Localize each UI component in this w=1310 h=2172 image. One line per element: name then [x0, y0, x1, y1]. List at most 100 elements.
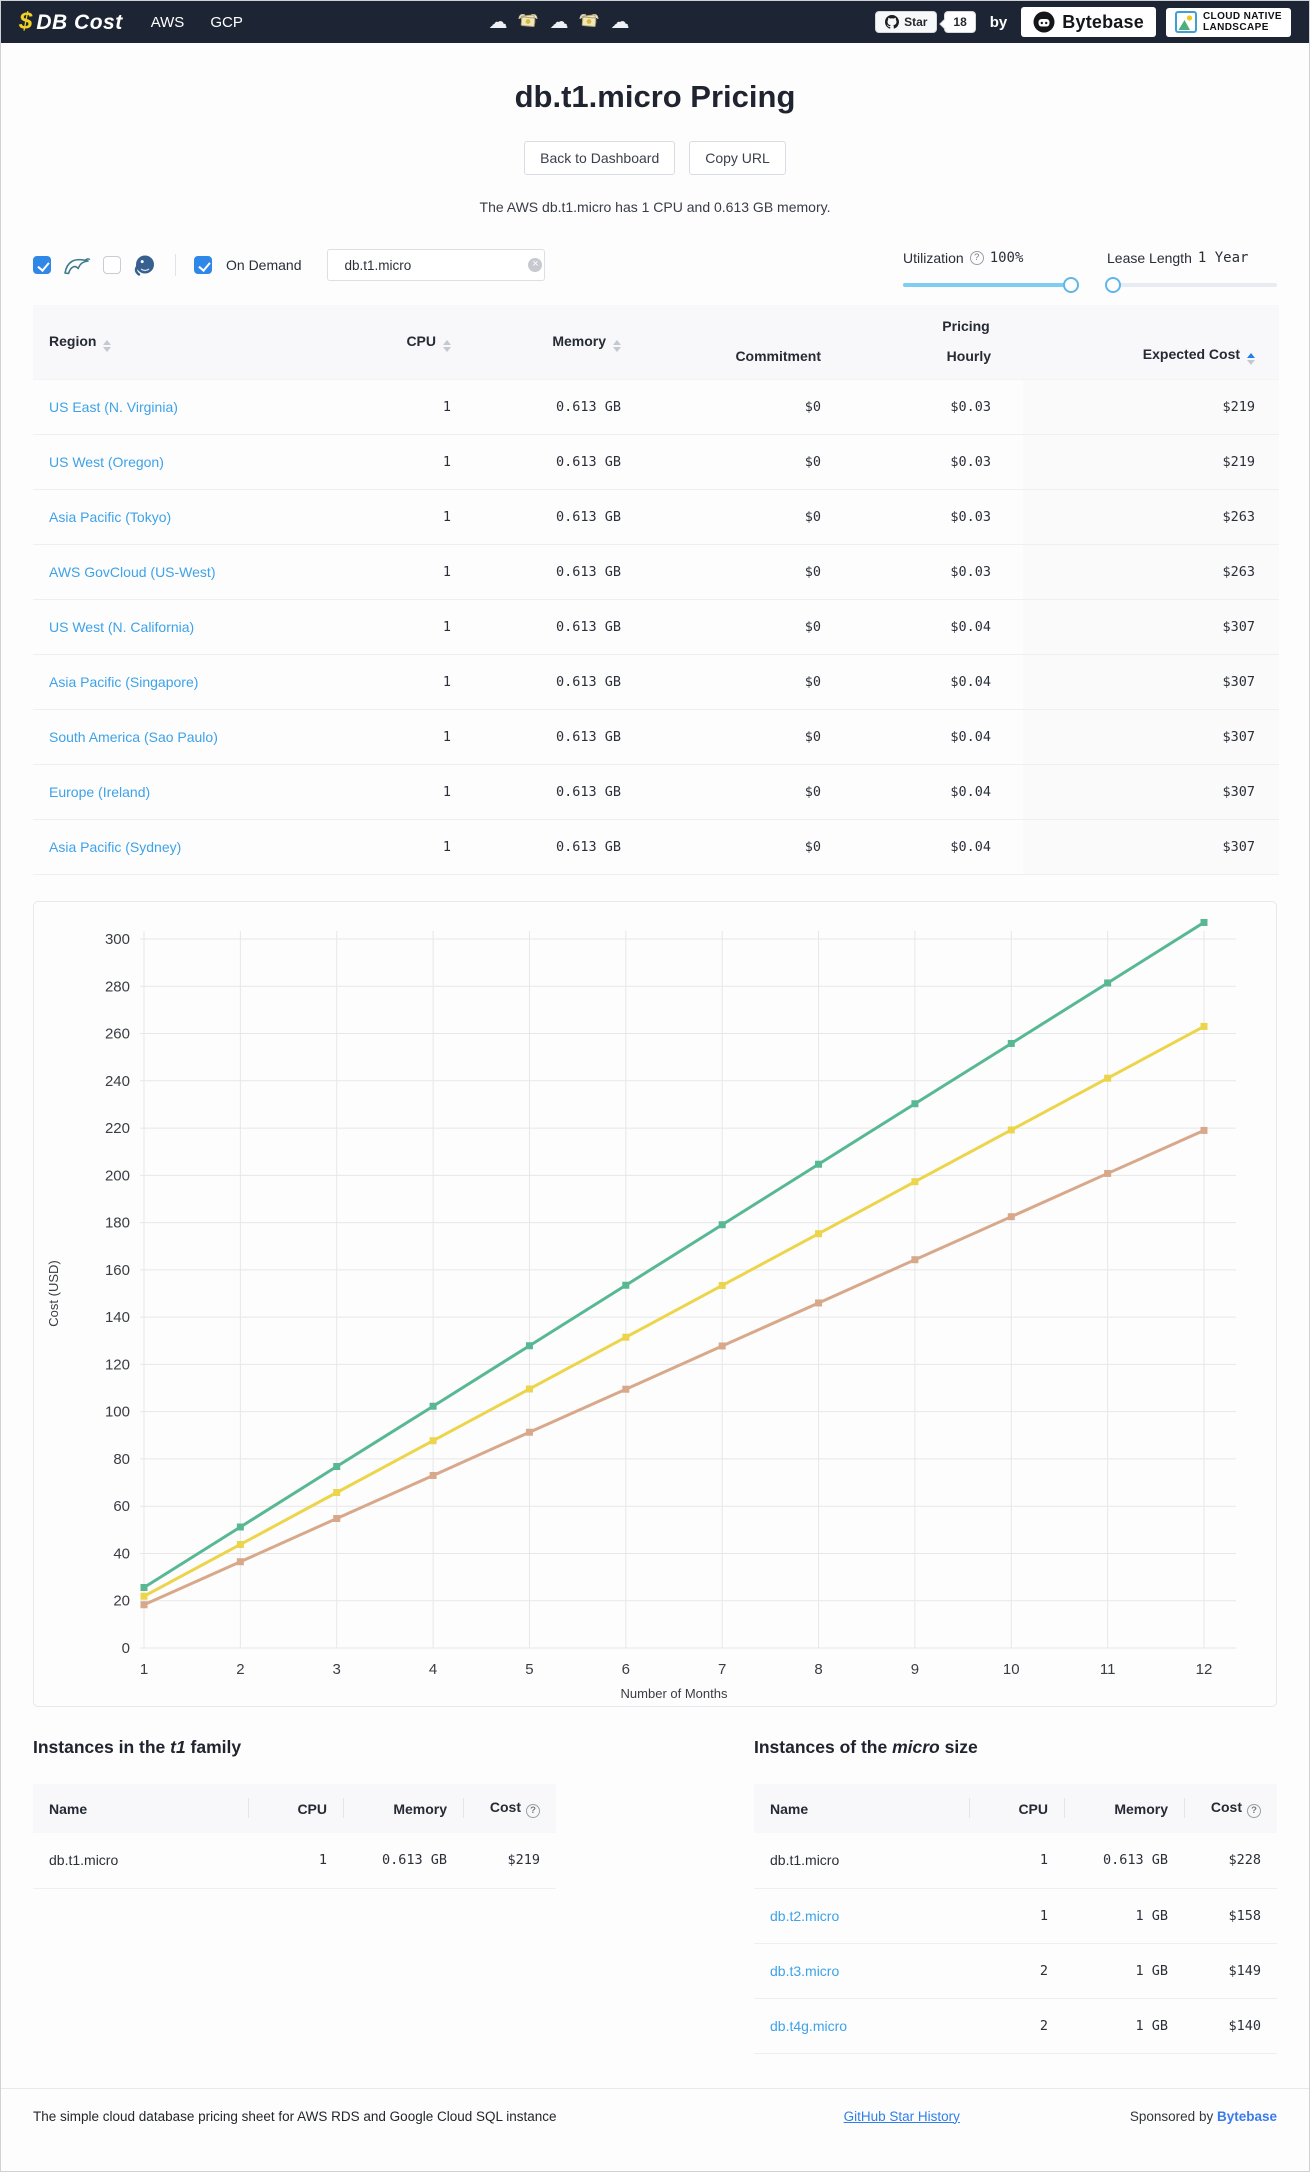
cost-cell: $140: [1184, 1998, 1277, 2054]
utilization-label: Utilization: [903, 250, 964, 266]
clear-search-icon[interactable]: ×: [528, 258, 543, 272]
svg-text:260: 260: [105, 1026, 130, 1043]
cost-cell: $228: [1184, 1833, 1277, 1889]
utilization-slider-thumb[interactable]: [1063, 277, 1079, 293]
sponsor-bytebase-link[interactable]: Bytebase: [1216, 2108, 1277, 2124]
memory-cell: 0.613 GB: [483, 654, 653, 710]
sort-icon-region[interactable]: [103, 339, 112, 352]
family-table-body: db.t1.micro 1 0.613 GB $219: [33, 1833, 556, 1889]
region-link[interactable]: South America (Sao Paulo): [49, 729, 218, 745]
top-navbar: $ DB Cost AWS GCP ☁ ☁ ☁ Star 18 by Bytebas…: [1, 1, 1309, 43]
utilization-value: 100%: [989, 250, 1024, 266]
cost-help-icon[interactable]: ?: [526, 1804, 540, 1818]
svg-text:280: 280: [105, 978, 130, 995]
pricing-table-row: US East (N. Virginia) 1 0.613 GB $0 $0.03 $21…: [33, 379, 1280, 435]
sort-icon-memory[interactable]: [613, 339, 621, 352]
column-header-cpu[interactable]: CPU: [393, 305, 483, 380]
commitment-cell: $0: [653, 709, 853, 765]
copy-url-button[interactable]: Copy URL: [689, 141, 786, 175]
size-column-name: Name: [754, 1784, 969, 1833]
pricing-table-row: AWS GovCloud (US-West) 1 0.613 GB $0 $0.03 $2…: [33, 544, 1280, 600]
size-section-title: Instances of the micro size: [754, 1737, 978, 1757]
region-link[interactable]: US West (N. California): [49, 619, 195, 635]
memory-cell: 0.613 GB: [483, 819, 653, 875]
expected-cost-cell: $307: [1023, 654, 1280, 710]
footer: The simple cloud database pricing sheet …: [1, 2087, 1309, 2144]
family-column-memory: Memory: [343, 1784, 463, 1833]
hourly-cell: $0.04: [853, 764, 1023, 820]
svg-text:3: 3: [333, 1661, 341, 1678]
cpu-cell: 1: [393, 819, 483, 875]
column-header-region[interactable]: Region: [33, 305, 393, 380]
dbcost-logo[interactable]: $ DB Cost: [19, 8, 123, 36]
search-input[interactable]: [344, 257, 522, 273]
lease-slider-thumb[interactable]: [1105, 277, 1121, 293]
size-section: Instances of the micro size Name CPU Mem…: [754, 1737, 1277, 2054]
instance-link[interactable]: db.t3.micro: [770, 1962, 840, 1979]
column-header-expected-cost[interactable]: Expected Cost: [1023, 336, 1280, 380]
region-link[interactable]: Asia Pacific (Sydney): [49, 839, 182, 855]
memory-cell: 0.613 GB: [483, 434, 653, 490]
table-row: db.t1.micro 1 0.613 GB $219: [33, 1833, 556, 1889]
utilization-slider[interactable]: [903, 277, 1079, 293]
column-header-hourly[interactable]: Hourly: [853, 336, 1023, 380]
cpu-cell: 1: [393, 709, 483, 765]
region-link[interactable]: US West (Oregon): [49, 454, 164, 470]
page-title: db.t1.micro Pricing: [514, 79, 796, 114]
lease-length-value: 1 Year: [1197, 250, 1249, 266]
cpu-cell: 1: [393, 489, 483, 545]
nav-item-gcp[interactable]: GCP: [210, 13, 243, 31]
cpu-cell: 1: [969, 1833, 1064, 1889]
lease-length-label: Lease Length: [1107, 250, 1192, 266]
postgresql-checkbox[interactable]: [103, 256, 121, 274]
sort-icon-expected-cost[interactable]: [1247, 353, 1256, 365]
region-link[interactable]: Europe (Ireland): [49, 784, 151, 800]
pricing-table-row: Asia Pacific (Singapore) 1 0.613 GB $0 $0.04…: [33, 654, 1280, 710]
utilization-help-icon[interactable]: ?: [969, 251, 984, 265]
github-star-history-link[interactable]: GitHub Star History: [843, 2108, 960, 2124]
family-column-cpu: CPU: [248, 1784, 343, 1833]
svg-text:240: 240: [105, 1073, 130, 1090]
svg-text:80: 80: [113, 1451, 130, 1468]
cpu-cell: 1: [393, 599, 483, 655]
on-demand-checkbox[interactable]: [194, 256, 212, 274]
cloud-native-landscape-logo[interactable]: CLOUD NATIVE LANDSCAPE: [1165, 7, 1291, 37]
cpu-cell: 2: [969, 1943, 1064, 1999]
instance-link[interactable]: db.t2.micro: [770, 1907, 840, 1924]
memory-cell: 0.613 GB: [483, 544, 653, 600]
footer-tagline: The simple cloud database pricing sheet …: [33, 2108, 557, 2124]
hourly-cell: $0.04: [853, 654, 1023, 710]
pricing-table-body: US East (N. Virginia) 1 0.613 GB $0 $0.03 $21…: [33, 379, 1280, 875]
region-link[interactable]: US East (N. Virginia): [49, 399, 178, 415]
hourly-cell: $0.03: [853, 544, 1023, 600]
region-link[interactable]: AWS GovCloud (US-West): [49, 564, 216, 580]
bytebase-label: Bytebase: [1062, 11, 1144, 32]
github-star-button[interactable]: Star: [875, 11, 938, 33]
sort-icon-cpu[interactable]: [443, 339, 451, 352]
commitment-cell: $0: [653, 379, 853, 435]
back-to-dashboard-button[interactable]: Back to Dashboard: [524, 141, 676, 175]
utilization-control: Utilization ? 100%: [903, 250, 1079, 293]
nav-item-aws[interactable]: AWS: [150, 13, 185, 31]
region-link[interactable]: Asia Pacific (Tokyo): [49, 509, 172, 525]
svg-text:Number of Months: Number of Months: [621, 1686, 728, 1701]
column-header-commitment[interactable]: Commitment: [653, 336, 853, 380]
column-header-memory[interactable]: Memory: [483, 305, 653, 380]
mysql-checkbox[interactable]: [33, 256, 51, 274]
svg-text:2: 2: [236, 1661, 244, 1678]
github-star-count[interactable]: 18: [944, 11, 976, 33]
cost-help-icon[interactable]: ?: [1247, 1804, 1261, 1818]
footer-sponsor: Sponsored by Bytebase: [1129, 2108, 1277, 2124]
expected-cost-cell: $219: [1023, 434, 1280, 490]
lease-length-slider[interactable]: [1105, 277, 1277, 293]
logo-text: DB Cost: [36, 11, 123, 34]
region-link[interactable]: Asia Pacific (Singapore): [49, 674, 199, 690]
svg-text:100: 100: [105, 1404, 130, 1421]
landscape-label: CLOUD NATIVE LANDSCAPE: [1202, 10, 1282, 34]
hourly-cell: $0.03: [853, 379, 1023, 435]
on-demand-label: On Demand: [226, 257, 302, 273]
bytebase-logo[interactable]: Bytebase: [1021, 7, 1156, 37]
instance-link[interactable]: db.t4g.micro: [770, 2017, 848, 2034]
expected-cost-cell: $307: [1023, 819, 1280, 875]
